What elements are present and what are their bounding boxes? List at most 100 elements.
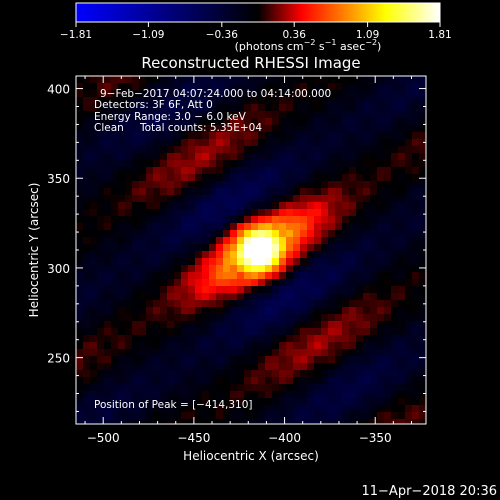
heatmap-cell [153,83,161,91]
heatmap-cell [181,223,189,231]
heatmap-cell [90,307,98,315]
heatmap-cell [83,104,91,112]
heatmap-cell [90,293,98,301]
heatmap-cell [104,195,112,203]
heatmap-cell [209,349,217,357]
heatmap-cell [272,300,280,308]
heatmap-cell [377,83,385,91]
heatmap-cell [174,272,182,280]
heatmap-cell [419,237,426,245]
heatmap-cell [363,342,371,350]
heatmap-cell [370,111,378,119]
heatmap-cell [209,97,217,105]
heatmap-cell [272,279,280,287]
heatmap-cell [223,153,231,161]
heatmap-cell [244,132,252,140]
heatmap-cell [188,167,196,175]
heatmap-cell [223,111,231,119]
heatmap-cell [412,153,420,161]
heatmap-cell [104,321,112,329]
heatmap-cell [97,237,105,245]
heatmap-cell [97,209,105,217]
heatmap-cell [335,377,343,385]
heatmap-cell [97,293,105,301]
heatmap-cell [342,293,350,301]
heatmap-cell [90,349,98,357]
heatmap-cell [412,286,420,294]
heatmap-cell [146,377,154,385]
heatmap-cell [223,377,231,385]
heatmap-cell [335,167,343,175]
heatmap-cell [286,216,294,224]
heatmap-cell [90,419,98,424]
heatmap-cell [76,272,84,280]
heatmap-cell [118,356,126,364]
heatmap-cell [125,300,133,308]
heatmap-cell [286,209,294,217]
heatmap-cell [265,230,273,238]
heatmap-cell [328,272,336,280]
heatmap-cell [244,146,252,154]
heatmap-cell [83,146,91,154]
heatmap-cell [265,314,273,322]
heatmap-cell [237,265,245,273]
heatmap-cell [328,160,336,168]
heatmap-cell [314,195,322,203]
heatmap-cell [279,153,287,161]
heatmap-cell [188,216,196,224]
heatmap-cell [300,132,308,140]
heatmap-cell [188,349,196,357]
heatmap-cell [118,104,126,112]
heatmap-cell [272,174,280,182]
heatmap-cell [167,370,175,378]
heatmap-cell [356,160,364,168]
heatmap-cell [342,265,350,273]
heatmap-cell [307,412,315,420]
heatmap-cell [244,209,252,217]
heatmap-cell [223,237,231,245]
heatmap-cell [174,265,182,273]
heatmap-cell [405,230,413,238]
heatmap-cell [279,363,287,371]
heatmap-cell [153,321,161,329]
heatmap-cell [202,118,210,126]
heatmap-cell [314,398,322,406]
heatmap-cell [146,209,154,217]
heatmap-cell [349,223,357,231]
heatmap-cell [76,230,84,238]
heatmap-cell [195,391,203,399]
heatmap-cell [398,321,406,329]
heatmap-cell [391,188,399,196]
heatmap-cell [132,111,140,119]
heatmap-cell [335,384,343,392]
heatmap-cell [335,391,343,399]
heatmap-cell [398,153,406,161]
heatmap-cell [216,174,224,182]
heatmap-cell [118,174,126,182]
heatmap-cell [314,125,322,133]
heatmap-cell [188,293,196,301]
heatmap-cell [370,314,378,322]
heatmap-cell [335,293,343,301]
heatmap-cell [132,335,140,343]
heatmap-cell [314,307,322,315]
heatmap-cell [370,328,378,336]
heatmap-cell [244,398,252,406]
heatmap-cell [342,384,350,392]
heatmap-cell [419,293,426,301]
heatmap-cell [391,356,399,364]
heatmap-cell [125,370,133,378]
heatmap-cell [307,363,315,371]
heatmap-cell [244,111,252,119]
heatmap-cell [244,384,252,392]
heatmap-cell [293,132,301,140]
heatmap-cell [153,328,161,336]
heatmap-cell [146,111,154,119]
heatmap-cell [377,153,385,161]
heatmap-cell [349,251,357,259]
heatmap-cell [293,370,301,378]
heatmap-cell [167,167,175,175]
heatmap-cell [398,125,406,133]
heatmap-cell [244,293,252,301]
heatmap-cell [293,279,301,287]
